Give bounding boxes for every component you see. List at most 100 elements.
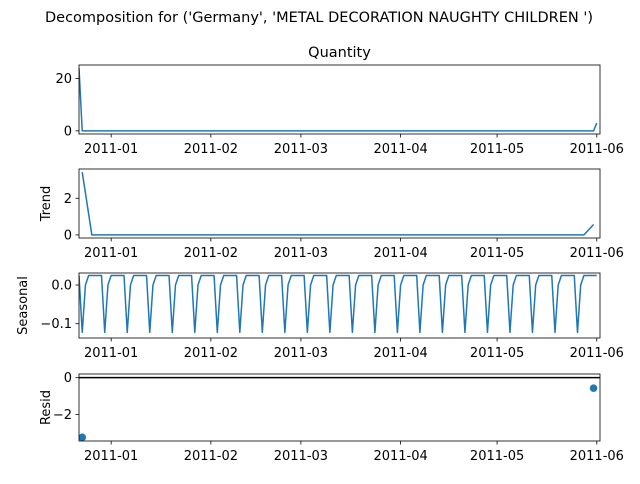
- y-tick-label: −2: [53, 408, 72, 423]
- x-tick-label: 2011-03: [274, 142, 328, 157]
- resid-point: [503, 0, 510, 4]
- resid-point: [378, 0, 385, 4]
- panel-plot-area: [79, 68, 598, 132]
- x-tick-label: 2011-06: [570, 246, 624, 261]
- resid-point: [188, 0, 195, 4]
- resid-point: [555, 0, 562, 4]
- resid-point: [291, 0, 298, 4]
- panel-trend: 0 2 2011-01 2011-02 2011-03 2011-04 2011-05 201…: [39, 168, 624, 261]
- resid-point: [391, 0, 398, 4]
- resid-point: [169, 0, 176, 4]
- resid-point: [404, 0, 411, 4]
- resid-point: [313, 0, 320, 4]
- resid-point: [532, 0, 539, 4]
- resid-point: [88, 0, 95, 4]
- resid-point: [487, 0, 494, 4]
- resid-point: [423, 0, 430, 4]
- resid-point: [394, 0, 401, 4]
- resid-point: [243, 0, 250, 4]
- resid-point: [458, 0, 465, 4]
- figure-title: Decomposition for ('Germany', 'METAL DEC…: [45, 10, 593, 26]
- x-tick-label: 2011-04: [373, 246, 427, 261]
- x-tick-label: 2011-03: [274, 246, 328, 261]
- y-axis-label: Trend: [39, 186, 54, 223]
- resid-point: [545, 0, 552, 4]
- x-tick-label: 2011-05: [470, 142, 524, 157]
- resid-point: [420, 0, 427, 4]
- y-axis-label: Seasonal: [16, 276, 31, 335]
- resid-point: [510, 0, 517, 4]
- y-tick-label: 2: [64, 192, 72, 207]
- resid-point: [439, 0, 446, 4]
- resid-point: [104, 0, 111, 4]
- resid-point: [217, 0, 224, 4]
- resid-point: [281, 0, 288, 4]
- resid-point: [381, 0, 388, 4]
- resid-point: [182, 0, 189, 4]
- x-tick-label: 2011-01: [84, 449, 138, 464]
- resid-point: [285, 0, 292, 4]
- x-tick-label: 2011-04: [373, 142, 427, 157]
- resid-point: [494, 0, 501, 4]
- resid-point: [240, 0, 247, 4]
- trend-series-line: [81, 171, 595, 236]
- axes-frame: [78, 168, 601, 239]
- resid-point: [214, 0, 221, 4]
- resid-point: [484, 0, 491, 4]
- resid-point: [294, 0, 301, 4]
- resid-point: [256, 0, 263, 4]
- resid-point: [262, 0, 269, 4]
- resid-point: [400, 0, 407, 4]
- resid-point: [124, 0, 131, 4]
- y-tick-label: 0.0: [51, 278, 72, 293]
- resid-point: [516, 0, 523, 4]
- resid-point: [175, 0, 182, 4]
- resid-point: [397, 0, 404, 4]
- resid-point: [130, 0, 137, 4]
- resid-point: [156, 0, 163, 4]
- panel-plot-area: [81, 171, 595, 236]
- resid-point: [259, 0, 266, 4]
- panel-seasonal: 0.0 −0.1 2011-01 2011-02 2011-03 2011-04 2011-…: [16, 272, 624, 361]
- resid-point: [268, 0, 275, 4]
- y-tick-label: 0: [64, 371, 72, 386]
- resid-point: [500, 0, 507, 4]
- resid-point: [307, 0, 314, 4]
- panel-observed: 0 20 2011-01 2011-02 2011-03 2011-04 2011-05 20…: [55, 45, 623, 157]
- resid-point: [98, 0, 105, 4]
- resid-point: [252, 0, 259, 4]
- resid-point: [407, 0, 414, 4]
- panel-title: Quantity: [308, 45, 371, 61]
- resid-point: [375, 0, 382, 4]
- resid-point: [349, 0, 356, 4]
- resid-point: [478, 0, 485, 4]
- resid-point: [236, 0, 243, 4]
- resid-point: [346, 0, 353, 4]
- resid-point: [449, 0, 456, 4]
- resid-point: [301, 0, 308, 4]
- axes-frame: [78, 373, 601, 442]
- resid-point: [323, 0, 330, 4]
- x-tick-label: 2011-04: [373, 449, 427, 464]
- resid-point: [436, 0, 443, 4]
- x-tick-label: 2011-06: [570, 449, 624, 464]
- resid-point: [571, 0, 578, 4]
- resid-point: [359, 0, 366, 4]
- resid-point: [506, 0, 513, 4]
- resid-point: [362, 0, 369, 4]
- axes-frame: [78, 64, 601, 135]
- resid-point: [465, 0, 472, 4]
- resid-point: [432, 0, 439, 4]
- x-tick-label: 2011-05: [470, 346, 524, 361]
- resid-point: [513, 0, 520, 4]
- resid-point: [539, 0, 546, 4]
- resid-point: [114, 0, 121, 4]
- resid-point: [162, 0, 169, 4]
- resid-point: [429, 0, 436, 4]
- resid-point: [178, 0, 185, 4]
- resid-point: [551, 0, 558, 4]
- resid-point: [387, 0, 394, 4]
- resid-point: [204, 0, 211, 4]
